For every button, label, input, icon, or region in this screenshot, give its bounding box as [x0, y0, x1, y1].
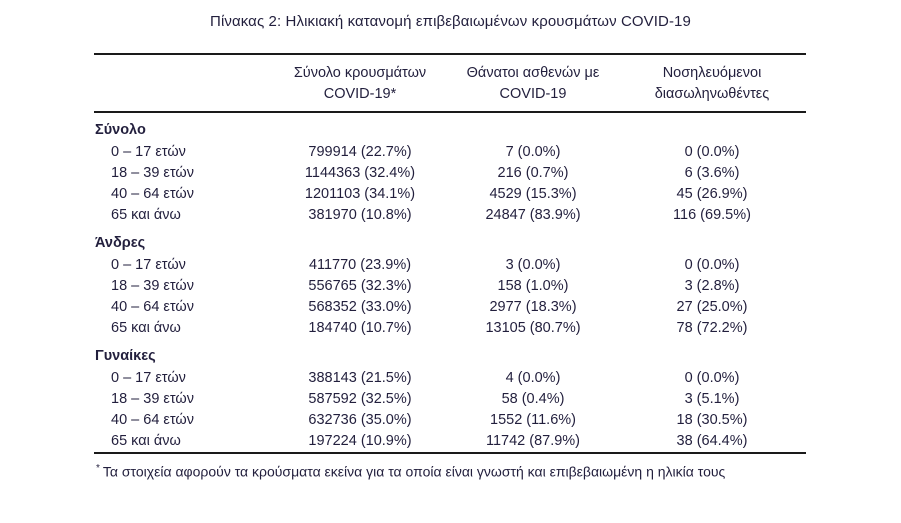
col-header-empty — [94, 54, 272, 113]
intubated-cell: 3 (2.8%) — [684, 278, 740, 294]
intubated-cell: 116 (69.5%) — [673, 207, 751, 223]
section-header-row-men: Άνδρες — [94, 226, 806, 255]
table-row: 65 και άνω 381970 (10.8%) 24847 (83.9%) … — [94, 205, 806, 226]
table-row: 65 και άνω 184740 (10.7%) 13105 (80.7%) … — [94, 318, 806, 339]
age-group-cell: 18 – 39 ετών — [111, 391, 194, 407]
deaths-cell: 158 (1.0%) — [497, 278, 569, 294]
cases-cell: 184740 (10.7%) — [308, 320, 412, 336]
intubated-cell: 6 (3.6%) — [684, 165, 740, 181]
table-row: 18 – 39 ετών 1144363 (32.4%) 216 (0.7%) … — [94, 163, 806, 184]
age-group-cell: 0 – 17 ετών — [111, 144, 186, 160]
intubated-cell: 0 (0.0%) — [684, 370, 740, 386]
deaths-cell: 11742 (87.9%) — [485, 433, 581, 449]
intubated-cell: 45 (26.9%) — [676, 186, 748, 202]
table-row: 0 – 17 ετών 411770 (23.9%) 3 (0.0%) 0 (0… — [94, 255, 806, 276]
deaths-cell: 7 (0.0%) — [505, 144, 561, 160]
col-header-deaths-line2: COVID-19 — [499, 86, 567, 102]
col-header-intubated-line1: Νοσηλευόμενοι — [662, 65, 762, 81]
cases-cell: 1201103 (34.1%) — [304, 186, 416, 202]
age-group-cell: 65 και άνω — [111, 207, 181, 223]
cases-cell: 556765 (32.3%) — [308, 278, 412, 294]
deaths-cell: 216 (0.7%) — [497, 165, 569, 181]
intubated-cell: 18 (30.5%) — [676, 412, 748, 428]
section-header-row-total: Σύνολο — [94, 112, 806, 142]
age-group-cell: 0 – 17 ετών — [111, 370, 186, 386]
col-header-intubated: Νοσηλευόμενοι διασωληνωθέντες — [618, 54, 806, 113]
section-header-row-women: Γυναίκες — [94, 339, 806, 368]
cases-cell: 197224 (10.9%) — [308, 433, 412, 449]
deaths-cell: 3 (0.0%) — [505, 257, 561, 273]
age-group-cell: 65 και άνω — [111, 320, 181, 336]
cases-cell: 388143 (21.5%) — [308, 370, 412, 386]
deaths-cell: 4529 (15.3%) — [489, 186, 577, 202]
deaths-cell: 24847 (83.9%) — [485, 207, 581, 223]
table-row: 40 – 64 ετών 568352 (33.0%) 2977 (18.3%)… — [94, 297, 806, 318]
col-header-cases: Σύνολο κρουσμάτων COVID-19* — [272, 54, 448, 113]
intubated-cell: 78 (72.2%) — [676, 320, 748, 336]
intubated-cell: 0 (0.0%) — [684, 144, 740, 160]
age-group-cell: 18 – 39 ετών — [111, 278, 194, 294]
cases-cell: 799914 (22.7%) — [308, 144, 412, 160]
deaths-cell: 1552 (11.6%) — [490, 412, 576, 428]
footnote: * Τα στοιχεία αφορούν τα κρούσματα εκείνα… — [96, 460, 901, 481]
intubated-cell: 0 (0.0%) — [684, 257, 740, 273]
page-title: Πίνακας 2: Ηλικιακή κατανομή επιβεβαιωμέ… — [210, 13, 691, 30]
asterisk-marker: * — [96, 463, 100, 474]
cases-cell: 568352 (33.0%) — [308, 299, 412, 315]
col-header-intubated-line2: διασωληνωθέντες — [654, 86, 770, 102]
deaths-cell: 2977 (18.3%) — [489, 299, 577, 315]
intubated-cell: 27 (25.0%) — [676, 299, 748, 315]
age-group-cell: 40 – 64 ετών — [111, 186, 194, 202]
col-header-deaths-line1: Θάνατοι ασθενών με — [466, 65, 600, 81]
intubated-cell: 38 (64.4%) — [676, 433, 748, 449]
age-group-cell: 40 – 64 ετών — [111, 299, 194, 315]
table-row: 18 – 39 ετών 587592 (32.5%) 58 (0.4%) 3 … — [94, 389, 806, 410]
age-group-cell: 0 – 17 ετών — [111, 257, 186, 273]
table-row: 40 – 64 ετών 632736 (35.0%) 1552 (11.6%)… — [94, 410, 806, 431]
cases-cell: 381970 (10.8%) — [308, 207, 412, 223]
intubated-cell: 3 (5.1%) — [684, 391, 740, 407]
cases-cell: 411770 (23.9%) — [308, 257, 412, 273]
table-row: 0 – 17 ετών 388143 (21.5%) 4 (0.0%) 0 (0… — [94, 368, 806, 389]
section-header-label: Σύνολο — [95, 122, 146, 138]
section-header-label: Γυναίκες — [95, 348, 156, 364]
table-header: Σύνολο κρουσμάτων COVID-19* Θάνατοι ασθε… — [94, 54, 806, 113]
footnote-text: Τα στοιχεία αφορούν τα κρούσματα εκείνα … — [102, 463, 726, 480]
age-group-cell: 65 και άνω — [111, 433, 181, 449]
table-row: 65 και άνω 197224 (10.9%) 11742 (87.9%) … — [94, 431, 806, 453]
covid-age-distribution-table: Σύνολο κρουσμάτων COVID-19* Θάνατοι ασθε… — [94, 53, 806, 454]
age-group-cell: 18 – 39 ετών — [111, 165, 194, 181]
cases-cell: 1144363 (32.4%) — [304, 165, 416, 181]
deaths-cell: 58 (0.4%) — [501, 391, 565, 407]
col-header-cases-line2: COVID-19* — [323, 86, 397, 102]
col-header-cases-line1: Σύνολο κρουσμάτων — [293, 65, 427, 81]
table-row: 40 – 64 ετών 1201103 (34.1%) 4529 (15.3%… — [94, 184, 806, 205]
deaths-cell: 13105 (80.7%) — [485, 320, 581, 336]
cases-cell: 587592 (32.5%) — [308, 391, 412, 407]
age-group-cell: 40 – 64 ετών — [111, 412, 194, 428]
col-header-deaths: Θάνατοι ασθενών με COVID-19 — [448, 54, 618, 113]
cases-cell: 632736 (35.0%) — [308, 412, 412, 428]
section-header-label: Άνδρες — [95, 235, 146, 251]
deaths-cell: 4 (0.0%) — [505, 370, 561, 386]
table-row: 0 – 17 ετών 799914 (22.7%) 7 (0.0%) 0 (0… — [94, 142, 806, 163]
table-row: 18 – 39 ετών 556765 (32.3%) 158 (1.0%) 3… — [94, 276, 806, 297]
